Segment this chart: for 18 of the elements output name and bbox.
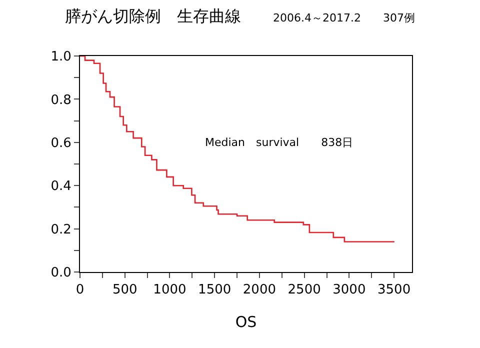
x-tick-label: 1000	[153, 282, 186, 298]
y-tick-label: 0.6	[50, 136, 72, 151]
y-tick-label: 0.2	[50, 222, 72, 238]
annotation: Median survival 838日	[205, 136, 354, 149]
x-tick-label: 500	[112, 282, 138, 298]
y-tick-label: 0.0	[50, 266, 72, 281]
x-tick-label: 3500	[378, 282, 411, 298]
y-tick-label: 0.4	[50, 179, 72, 194]
chart-subtitle: 2006.4～2017.2 307例	[273, 12, 415, 25]
x-tick-label: 3000	[332, 282, 366, 298]
chart-title: 膵がん切除例 生存曲線	[65, 6, 242, 26]
x-tick-label: 2000	[242, 282, 276, 298]
x-axis-title: OS	[235, 313, 257, 331]
x-tick-label: 1500	[198, 282, 232, 298]
y-tick-label: 1.0	[50, 50, 72, 65]
x-tick-label: 2500	[288, 282, 321, 298]
x-tick-label: 0	[76, 282, 84, 298]
y-tick-label: 0.8	[50, 92, 72, 108]
